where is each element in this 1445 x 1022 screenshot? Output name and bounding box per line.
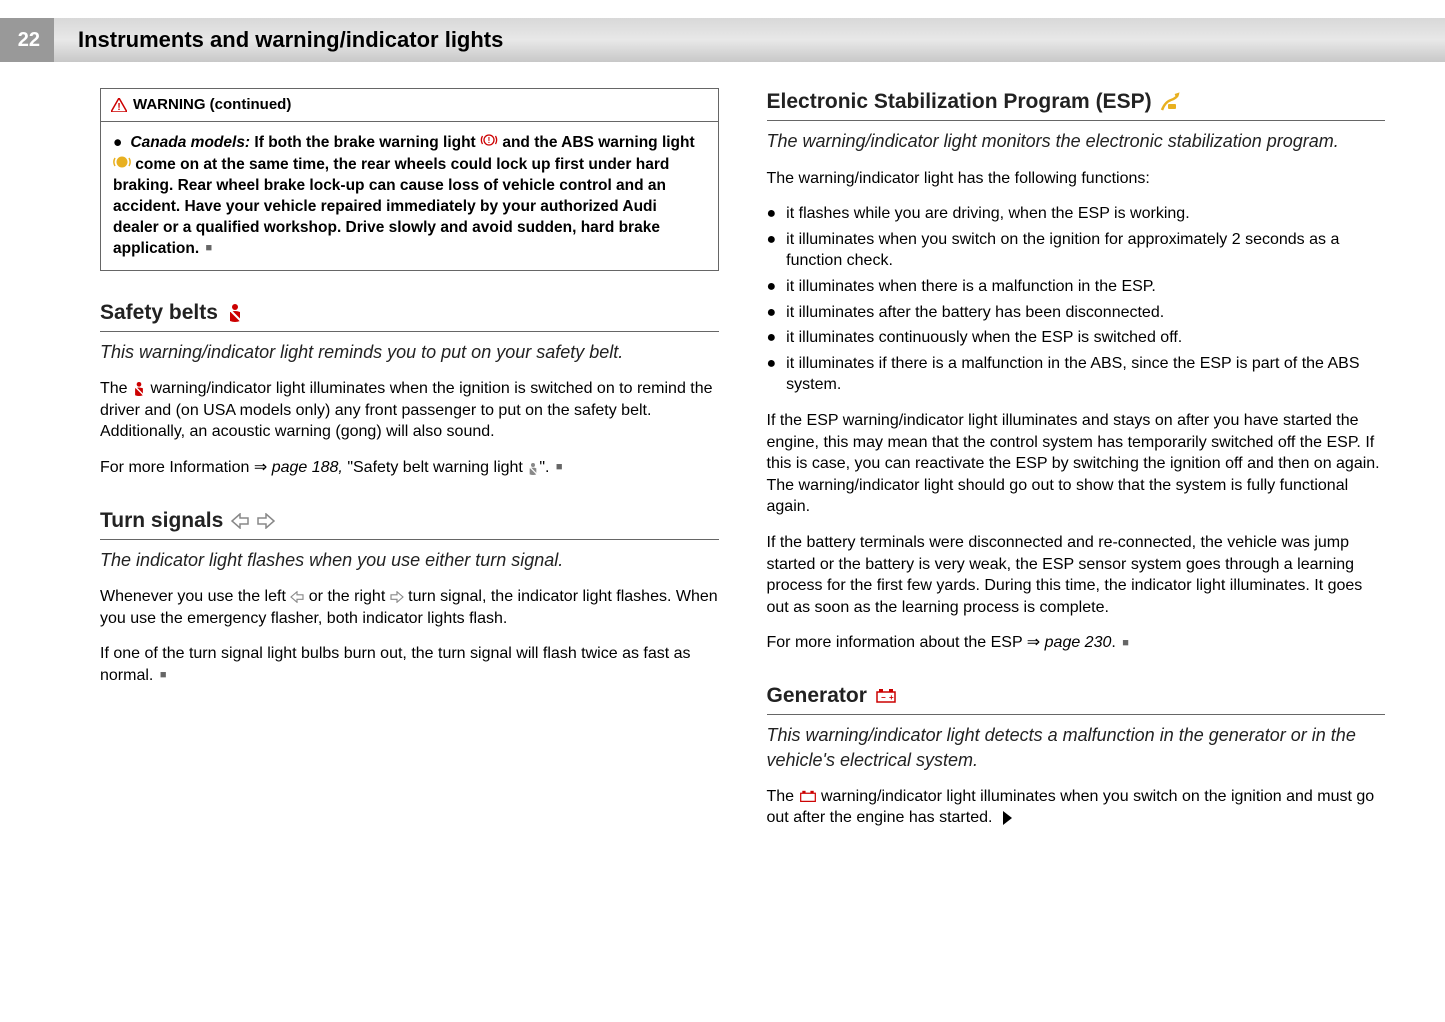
continue-arrow-icon [1003,811,1012,825]
esp-p3-before: For more information about the ESP ⇒ [767,634,1045,651]
list-item: ● it flashes while you are driving, when … [767,203,1386,225]
bullet-icon: ● [767,327,777,349]
end-square-icon: ■ [160,669,167,681]
warning-text-3: come on at the same time, the rear wheel… [113,156,669,257]
svg-text:!: ! [117,102,120,112]
sb-p2-end: ". [539,459,549,476]
turn-signals-subtitle: The indicator light flashes when you use… [100,548,719,572]
esp-p2: If the battery terminals were disconnect… [767,532,1386,618]
turn-signals-heading-text: Turn signals [100,507,223,535]
warning-body: ● Canada models: If both the brake warnin… [101,122,718,269]
content-area: ! WARNING (continued) ● Canada models: If… [100,88,1385,992]
list-item: ●it illuminates if there is a malfunctio… [767,353,1386,396]
warning-text-1: If both the brake warning light [250,134,480,151]
esp-p3-ref: page 230 [1045,634,1112,651]
safety-belts-p1: The warning/indicator light illuminates … [100,378,719,443]
sb-p1-before: The [100,380,132,397]
esp-b3: it illuminates after the battery has bee… [786,302,1164,324]
seatbelt-inline-icon [132,380,146,397]
esp-p3: For more information about the ESP ⇒ pag… [767,632,1386,654]
seatbelt-inline-icon-2 [527,459,539,475]
battery-inline-icon [799,790,817,803]
list-item: ● it illuminates after the battery has be… [767,302,1386,324]
turn-right-icon [257,507,275,535]
bullet-icon: ● [767,276,777,298]
esp-b1: it illuminates when you switch on the ig… [786,229,1385,272]
page-number: 22 [0,18,54,62]
esp-intro: The warning/indicator light has the foll… [767,168,1386,190]
esp-b4: it illuminates continuously when the ESP… [786,327,1182,349]
right-column: Electronic Stabilization Program (ESP) T… [767,88,1386,992]
safety-belts-heading: Safety belts [100,299,719,332]
esp-b2: it illuminates when there is a malfuncti… [786,276,1156,298]
sb-p2-after: "Safety belt warning light [343,459,527,476]
esp-heading-text: Electronic Stabilization Program (ESP) [767,88,1152,116]
generator-heading-text: Generator [767,682,867,710]
esp-p3-after: . [1111,634,1115,651]
generator-heading: Generator −+ [767,682,1386,715]
turn-left-icon [231,507,249,535]
list-item: ● it illuminates continuously when the ES… [767,327,1386,349]
esp-p1: If the ESP warning/indicator light illum… [767,410,1386,518]
warning-header: ! WARNING (continued) [101,89,718,122]
generator-subtitle: This warning/indicator light detects a m… [767,723,1386,772]
page-header: 22 Instruments and warning/indicator lig… [0,18,1445,62]
safety-belts-p2: For more Information ⇒ page 188, "Safety… [100,457,719,479]
sb-p2-before: For more Information ⇒ [100,459,272,476]
esp-bullet-list: ● it flashes while you are driving, when … [767,203,1386,396]
esp-heading: Electronic Stabilization Program (ESP) [767,88,1386,121]
brake-warning-icon: ! [480,134,498,151]
esp-b5: it illuminates if there is a malfunction… [786,353,1385,396]
generator-p1: The warning/indicator light illuminates … [767,786,1386,829]
end-square-icon: ■ [205,242,212,254]
end-square-icon: ■ [556,461,563,473]
turn-signals-p2: If one of the turn signal light bulbs bu… [100,643,719,686]
safety-belts-heading-text: Safety belts [100,299,218,327]
svg-text:!: ! [488,136,491,145]
warning-text-2: and the ABS warning light [498,134,695,151]
bullet-icon: ● [113,134,122,151]
page-title: Instruments and warning/indicator lights [78,27,503,53]
list-item: ●it illuminates when you switch on the i… [767,229,1386,272]
ts-p2: If one of the turn signal light bulbs bu… [100,645,691,684]
svg-text:−: − [881,693,886,702]
warning-triangle-icon: ! [111,98,127,112]
turn-signals-heading: Turn signals [100,507,719,540]
svg-text:+: + [889,693,894,702]
warning-box: ! WARNING (continued) ● Canada models: If… [100,88,719,271]
warning-header-text: WARNING (continued) [133,95,291,115]
esp-icon [1160,91,1182,113]
sb-p2-ref: page 188, [272,459,343,476]
bullet-icon: ● [767,353,777,396]
abs-warning-icon [113,156,131,173]
ts-p1b: or the right [304,588,389,605]
end-square-icon: ■ [1122,637,1129,649]
battery-icon: −+ [875,688,897,704]
left-column: ! WARNING (continued) ● Canada models: If… [100,88,719,992]
bullet-icon: ● [767,229,777,272]
turn-right-inline-icon [390,588,404,605]
sb-p1-after: warning/indicator light illuminates when… [100,380,713,440]
turn-signals-p1: Whenever you use the left or the right t… [100,586,719,629]
bullet-icon: ● [767,203,777,225]
bullet-icon: ● [767,302,777,324]
gen-p1-after: warning/indicator light illuminates when… [767,788,1375,827]
gen-p1-before: The [767,788,799,805]
esp-subtitle: The warning/indicator light monitors the… [767,129,1386,153]
seatbelt-icon [226,302,244,324]
canada-label: Canada models: [130,134,250,151]
turn-left-inline-icon [290,588,304,605]
safety-belts-subtitle: This warning/indicator light reminds you… [100,340,719,364]
ts-p1a: Whenever you use the left [100,588,290,605]
list-item: ● it illuminates when there is a malfunct… [767,276,1386,298]
esp-b0: it flashes while you are driving, when t… [786,203,1189,225]
